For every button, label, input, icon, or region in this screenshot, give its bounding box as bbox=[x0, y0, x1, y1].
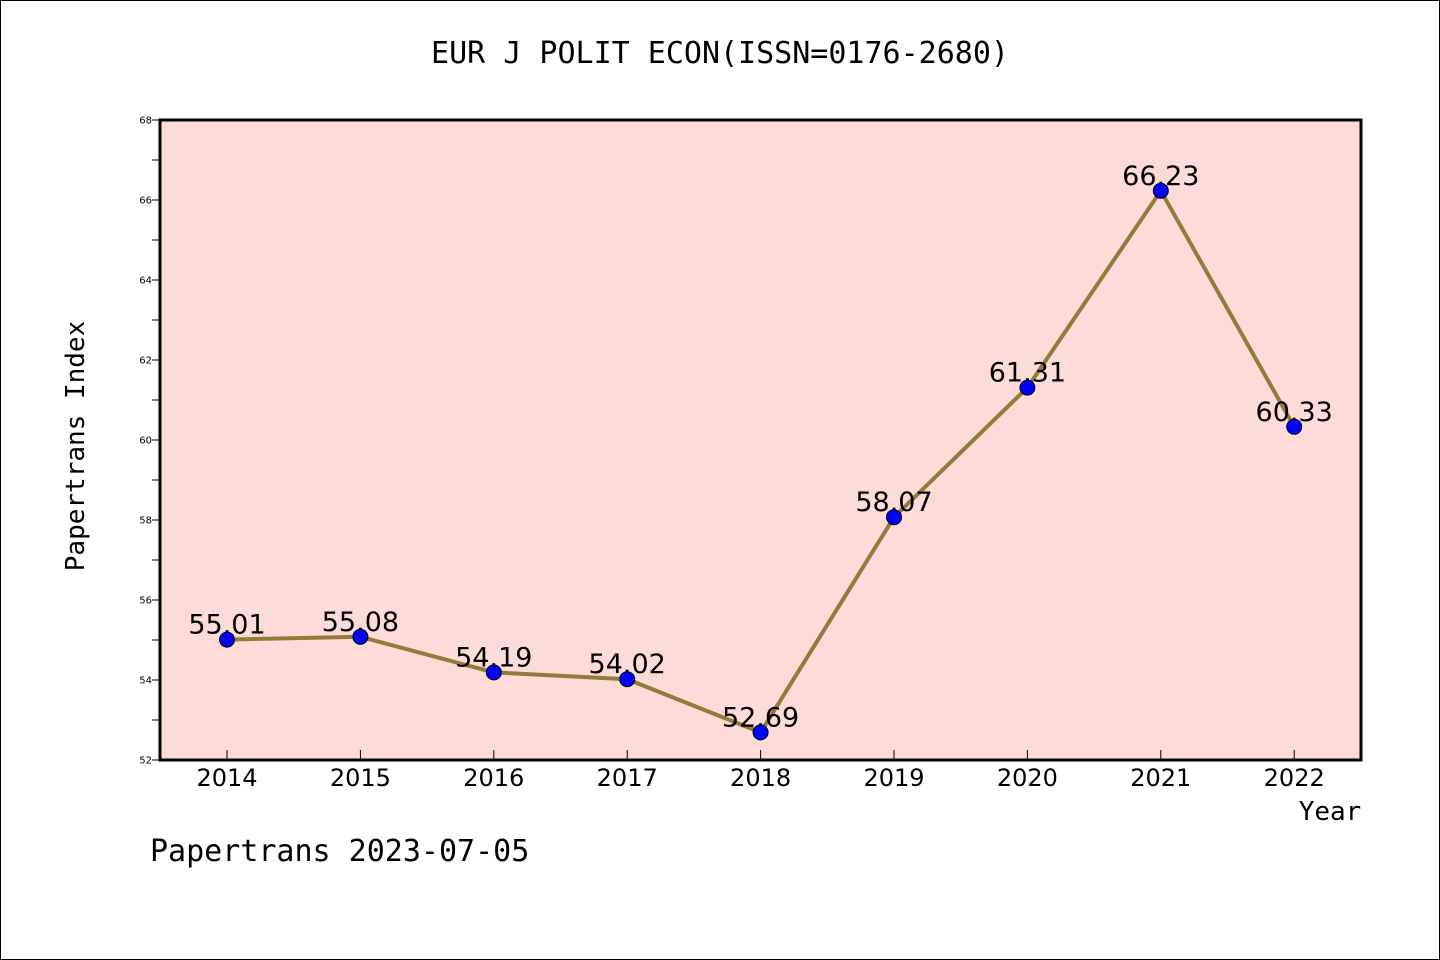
data-point bbox=[1152, 182, 1169, 199]
data-point bbox=[619, 671, 636, 688]
x-axis-label: Year bbox=[1299, 797, 1362, 827]
data-point bbox=[752, 724, 769, 741]
y-tick-label: 58 bbox=[139, 516, 152, 527]
y-axis-label: Papertrans Index bbox=[61, 321, 91, 571]
x-tick-label: 2017 bbox=[597, 764, 658, 792]
data-point bbox=[886, 509, 902, 526]
data-point bbox=[219, 631, 235, 648]
y-tick-label: 60 bbox=[139, 436, 152, 447]
y-tick-label: 66 bbox=[139, 196, 152, 207]
data-point bbox=[352, 628, 369, 645]
data-point bbox=[1286, 418, 1303, 435]
x-tick-label: 2015 bbox=[330, 764, 391, 792]
x-tick-label: 2016 bbox=[463, 764, 524, 792]
x-tick-label: 2018 bbox=[730, 764, 791, 792]
x-tick-label: 2020 bbox=[997, 764, 1058, 792]
y-tick-label: 54 bbox=[139, 676, 152, 687]
data-point bbox=[485, 664, 502, 681]
data-point bbox=[1019, 379, 1036, 396]
footer-text: Papertrans 2023-07-05 bbox=[150, 834, 530, 869]
x-tick-label: 2021 bbox=[1130, 764, 1191, 792]
plot-border bbox=[158, 118, 1363, 762]
x-tick-label: 2019 bbox=[863, 764, 924, 792]
y-tick-label: 64 bbox=[139, 276, 152, 287]
x-tick-label: 2014 bbox=[196, 764, 257, 792]
y-tick-label: 52 bbox=[139, 756, 152, 767]
plot-area bbox=[160, 120, 1361, 760]
x-tick-label: 2022 bbox=[1264, 764, 1325, 792]
chart-title: EUR J POLIT ECON(ISSN=0176-2680) bbox=[431, 36, 1009, 71]
y-tick-label: 62 bbox=[139, 356, 152, 367]
y-tick-label: 68 bbox=[139, 116, 152, 127]
y-tick-label: 56 bbox=[139, 596, 152, 607]
